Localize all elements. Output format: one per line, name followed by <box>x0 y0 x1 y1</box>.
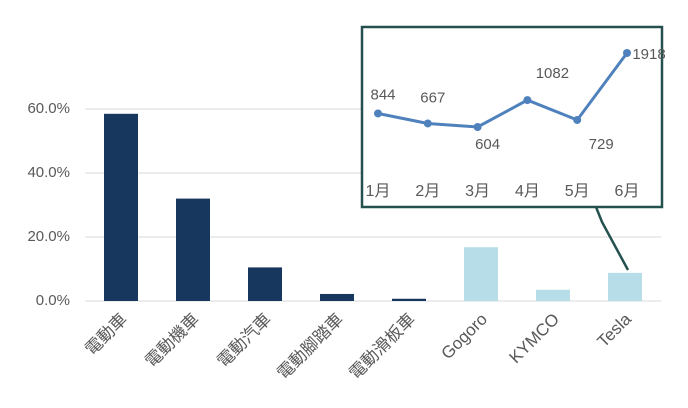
data-label: 1082 <box>536 65 569 82</box>
line-chart: 844 1月 667 2月 604 3月 1082 4月 729 5月 1918 6月 <box>366 46 666 200</box>
data-label: 844 <box>370 86 395 103</box>
data-label: 729 <box>589 136 614 153</box>
bar <box>464 247 498 301</box>
x-tick-label: 電動腳踏車 <box>273 310 347 384</box>
x-tick-label: 電動機車 <box>141 310 203 372</box>
y-tick-label: 0.0% <box>36 292 70 309</box>
x-tick-label: Gogoro <box>437 310 491 364</box>
line <box>377 52 629 129</box>
x-tick-label: 電動車 <box>82 310 131 359</box>
inset-frame <box>360 25 664 209</box>
data-label: 604 <box>475 136 500 153</box>
x-tick-label: 電動滑板車 <box>345 310 419 384</box>
bar <box>392 298 426 301</box>
y-tick-label: 20.0% <box>27 228 70 245</box>
bar <box>248 267 282 301</box>
x-tick-label: 電動汽車 <box>213 310 275 372</box>
point <box>473 123 482 131</box>
bar <box>320 293 354 301</box>
point <box>374 109 382 118</box>
x-tick-label: 5月 <box>565 183 590 200</box>
x-tick-label: 2月 <box>415 183 440 200</box>
point <box>623 49 631 57</box>
x-tick-label: Tesla <box>594 309 636 351</box>
bar <box>608 272 642 301</box>
bar <box>176 198 210 301</box>
callout-line <box>594 206 630 271</box>
x-tick-label: 4月 <box>515 183 540 200</box>
point <box>423 119 432 128</box>
point <box>523 96 532 105</box>
x-tick-label: 3月 <box>465 183 490 200</box>
y-tick-label: 60.0% <box>27 100 70 117</box>
x-tick-label: KYMCO <box>505 310 563 368</box>
data-label: 1918 <box>632 46 665 63</box>
bar <box>536 289 570 301</box>
x-tick-label: 6月 <box>615 183 640 200</box>
data-label: 667 <box>420 89 445 106</box>
x-tick-label: 1月 <box>366 183 391 200</box>
y-tick-label: 40.0% <box>27 164 70 181</box>
point <box>573 115 582 124</box>
bar <box>104 113 138 301</box>
